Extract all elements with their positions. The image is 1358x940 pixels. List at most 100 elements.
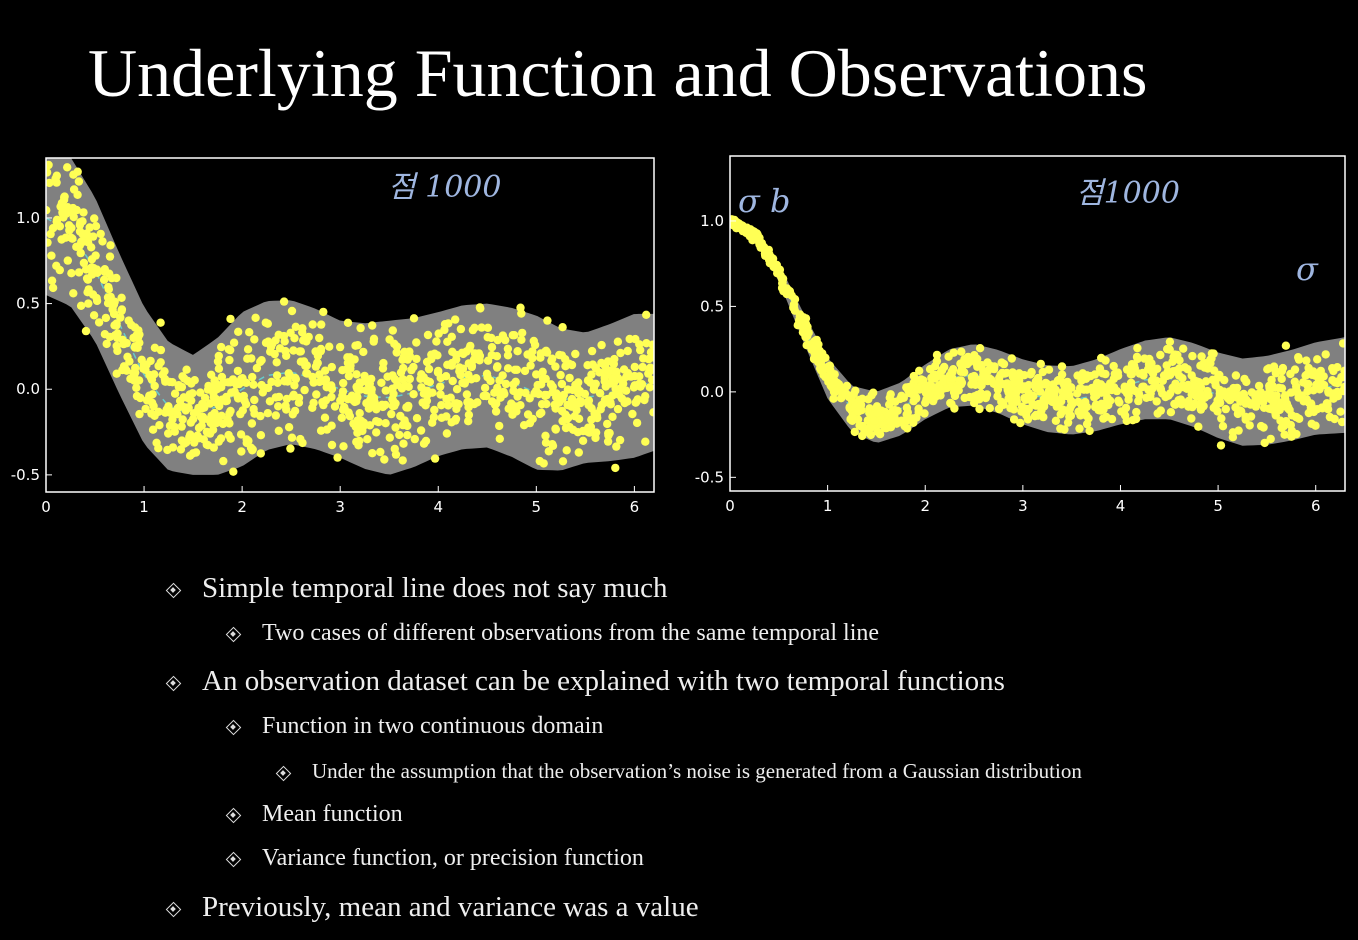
- data-point: [1170, 399, 1179, 409]
- data-point: [55, 222, 65, 231]
- data-point: [793, 321, 802, 330]
- data-point: [141, 404, 150, 414]
- data-point: [272, 371, 282, 380]
- right-chart: 0 1 2 3 4 5 6 1.0 0.5 0.0 -0.5: [695, 155, 1346, 515]
- data-point: [304, 332, 313, 342]
- data-point: [359, 422, 368, 431]
- data-point: [320, 366, 330, 375]
- data-point: [1217, 414, 1226, 423]
- data-point: [130, 343, 140, 352]
- data-point: [312, 390, 321, 399]
- data-point: [296, 357, 306, 366]
- data-point: [1176, 395, 1185, 404]
- data-point: [905, 388, 914, 398]
- data-point: [282, 394, 291, 404]
- data-point: [498, 371, 507, 380]
- data-point: [1112, 386, 1122, 396]
- data-point: [944, 352, 953, 361]
- bullet-text: Under the assumption that the observatio…: [312, 759, 1082, 783]
- data-point: [586, 378, 595, 387]
- data-point: [808, 344, 817, 353]
- diamond-bullet-icon: [276, 766, 290, 780]
- data-point: [1009, 405, 1019, 414]
- data-point: [565, 373, 574, 383]
- data-point: [600, 373, 609, 383]
- data-point: [872, 402, 882, 411]
- data-point: [1271, 367, 1280, 376]
- data-point: [1057, 362, 1067, 371]
- data-point: [404, 382, 413, 391]
- data-point: [778, 275, 787, 284]
- data-point: [588, 360, 597, 369]
- data-point: [134, 326, 143, 335]
- data-point: [548, 441, 558, 450]
- data-point: [270, 349, 279, 359]
- data-point: [369, 334, 379, 343]
- data-point: [1146, 392, 1155, 402]
- x-tick-label: 2: [920, 497, 930, 515]
- data-point: [1058, 378, 1067, 387]
- data-point: [174, 381, 183, 390]
- data-point: [388, 384, 397, 393]
- data-point: [540, 390, 550, 400]
- data-point: [606, 398, 615, 407]
- data-point: [523, 350, 532, 359]
- data-point: [939, 377, 948, 386]
- data-point: [886, 423, 896, 432]
- data-point: [403, 431, 412, 440]
- bullet-text: Function in two continuous domain: [262, 713, 604, 739]
- data-point: [608, 412, 617, 421]
- data-point: [536, 349, 545, 358]
- data-point: [922, 395, 931, 404]
- data-point: [391, 423, 400, 432]
- data-point: [250, 395, 259, 405]
- data-point: [316, 426, 326, 435]
- data-point: [1192, 392, 1201, 401]
- data-point: [327, 362, 336, 372]
- data-point: [118, 335, 127, 344]
- data-point: [611, 463, 620, 473]
- data-point: [613, 404, 623, 414]
- data-point: [1274, 403, 1284, 413]
- data-point: [156, 318, 165, 327]
- y-tick-label: 0.5: [700, 297, 724, 315]
- data-point: [801, 314, 811, 323]
- data-point: [150, 343, 160, 352]
- bullet-item: Variance function, or precision function: [226, 845, 644, 872]
- x-tick-label: 5: [532, 498, 542, 516]
- data-point: [950, 404, 959, 413]
- data-point: [612, 367, 621, 376]
- data-point: [112, 369, 121, 378]
- data-point: [158, 370, 167, 379]
- data-point: [73, 167, 82, 176]
- data-point: [503, 344, 513, 353]
- data-point: [479, 391, 488, 401]
- data-point: [1216, 441, 1226, 450]
- data-point: [352, 392, 362, 401]
- data-point: [442, 429, 452, 438]
- data-point: [541, 438, 551, 447]
- data-point: [930, 374, 940, 383]
- handwriting-left-top: 점 1000: [388, 170, 502, 205]
- data-point: [430, 405, 439, 415]
- data-point: [74, 268, 84, 277]
- data-point: [1081, 374, 1091, 383]
- data-point: [1252, 390, 1261, 399]
- data-point: [175, 396, 185, 405]
- data-point: [601, 382, 610, 391]
- data-point: [372, 428, 381, 437]
- data-point: [229, 338, 239, 347]
- data-point: [63, 256, 72, 265]
- data-point: [970, 351, 979, 360]
- data-point: [1259, 423, 1268, 432]
- data-point: [495, 421, 504, 431]
- diamond-bullet-icon: [226, 808, 240, 822]
- data-point: [856, 400, 866, 409]
- data-point: [572, 400, 581, 409]
- x-tick-label: 6: [630, 498, 640, 516]
- data-point: [123, 352, 132, 361]
- data-point: [605, 428, 614, 438]
- data-point: [1287, 411, 1297, 420]
- data-point: [1147, 376, 1157, 385]
- bullet-item: An observation dataset can be explained …: [166, 665, 1005, 698]
